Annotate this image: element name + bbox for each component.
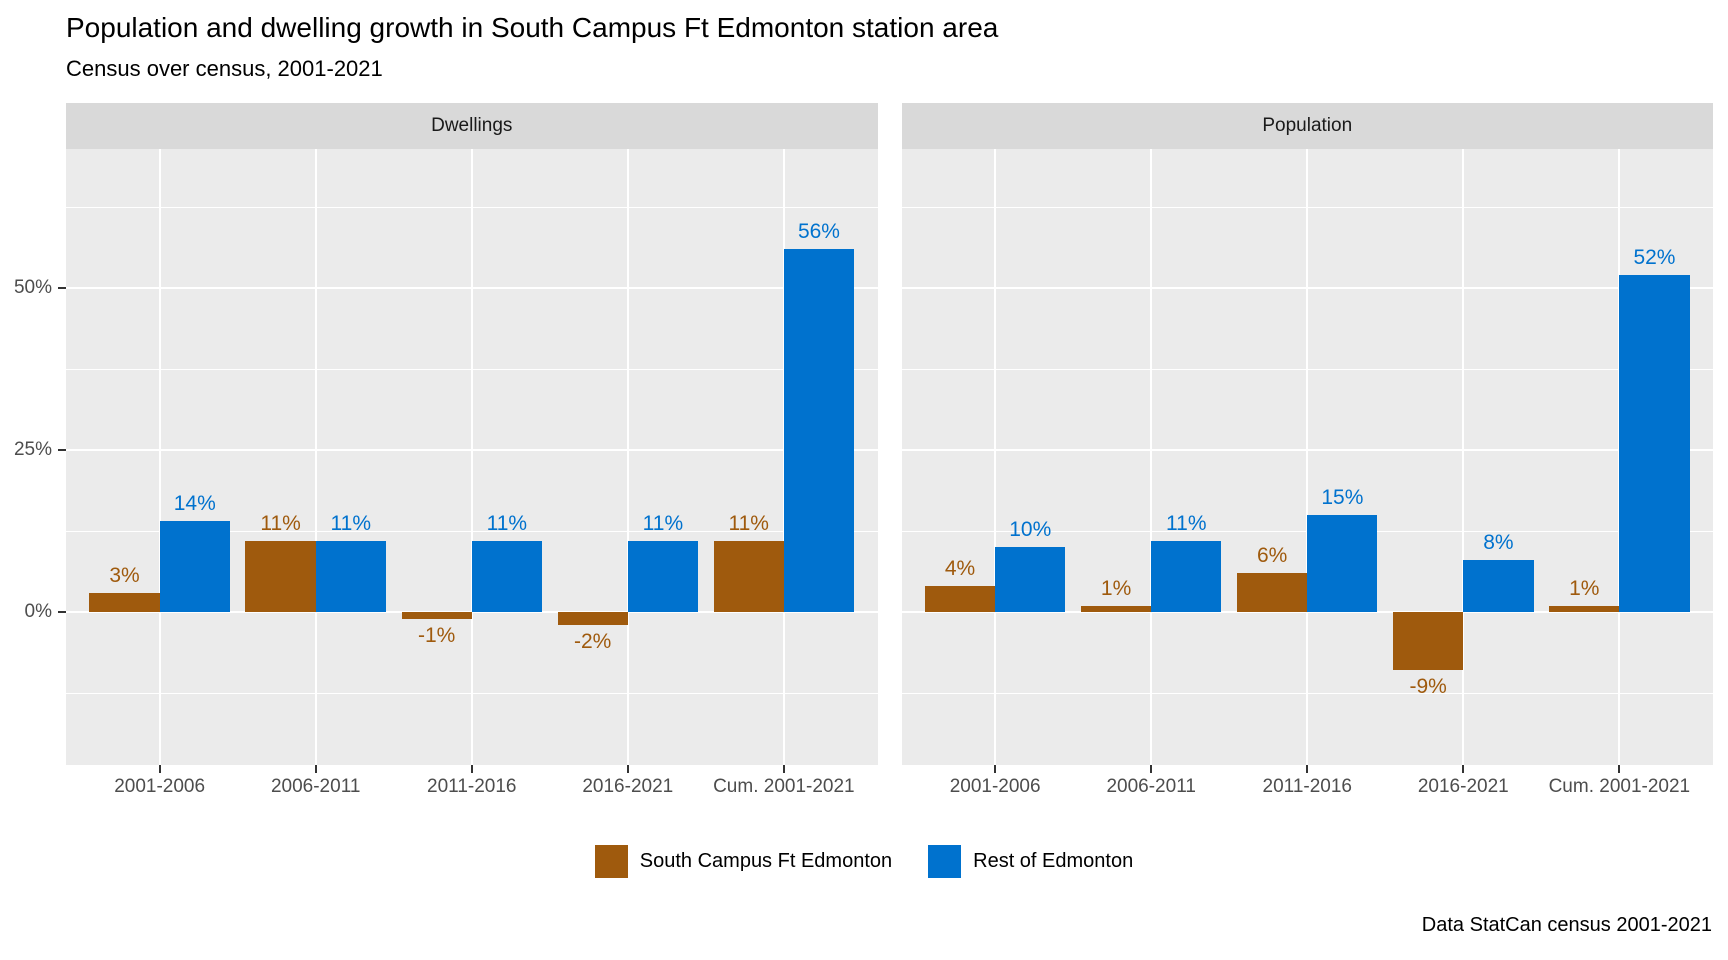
bar <box>89 592 160 613</box>
bar-value-label: 11% <box>330 511 372 535</box>
x-axis-tick-label: 2011-2016 <box>1262 776 1352 797</box>
x-axis-tick-mark <box>1306 765 1309 773</box>
legend: South Campus Ft Edmonton Rest of Edmonto… <box>0 845 1728 878</box>
facet-strip-label: Population <box>901 103 1713 149</box>
legend-label-rest-of-edmonton: Rest of Edmonton <box>973 850 1134 872</box>
x-axis-tick-label: 2001-2006 <box>949 776 1041 797</box>
gridline-vertical <box>626 149 629 765</box>
x-axis-tick-label: 2016-2021 <box>1417 776 1509 797</box>
legend-item-south-campus: South Campus Ft Edmonton <box>594 845 893 878</box>
bar <box>783 249 855 613</box>
gridline-vertical <box>1306 149 1309 765</box>
bar <box>1080 605 1152 613</box>
bar <box>557 612 628 626</box>
x-axis-tick-label: 2001-2006 <box>114 776 206 797</box>
chart-title: Population and dwelling growth in South … <box>66 12 999 43</box>
x-axis-tick-mark <box>626 765 629 773</box>
bar-value-label: 6% <box>1256 544 1288 568</box>
gridline-vertical <box>994 149 997 765</box>
bar-value-label: 8% <box>1483 531 1514 555</box>
x-axis-tick-mark <box>1150 765 1153 773</box>
facet-strip-label: Dwellings <box>66 103 878 149</box>
gridline-vertical <box>158 149 161 765</box>
bar <box>995 547 1066 613</box>
x-axis: 2001-2006 2006-2011 2011-2016 2016-2021 Cum.… <box>902 765 1714 809</box>
y-axis-tick-mark <box>58 449 66 452</box>
bar-value-label: 1% <box>1100 576 1132 600</box>
x-axis-tick-label: 2016-2021 <box>582 776 674 797</box>
bar-value-label: 15% <box>1321 485 1364 509</box>
bar <box>315 540 386 613</box>
bar-value-label: -9% <box>1409 675 1447 699</box>
chart-caption: Data StatCan census 2001-2021 <box>1421 914 1712 936</box>
x-axis-tick-mark <box>158 765 161 773</box>
bar-value-label: -1% <box>417 623 456 647</box>
bar-value-label: -2% <box>574 630 612 654</box>
y-axis: 0% 25% 50% <box>0 149 66 765</box>
legend-swatch-rest-of-edmonton-icon <box>928 845 962 878</box>
y-axis-tick-mark <box>58 611 66 614</box>
x-axis-tick-label: Cum. 2001-2021 <box>713 776 855 797</box>
chart-subtitle: Census over census, 2001-2021 <box>66 56 383 81</box>
bar-value-label: 3% <box>109 563 140 587</box>
bar-value-label: 10% <box>1009 518 1052 542</box>
y-axis-tick-label: 0% <box>24 601 52 623</box>
bar-value-label: 52% <box>1633 246 1676 270</box>
bar-value-label: 56% <box>797 220 840 244</box>
x-axis-tick-mark <box>1462 765 1465 773</box>
bar-value-label: 1% <box>1569 576 1600 600</box>
bar-value-label: 11% <box>1166 511 1207 535</box>
gridline-vertical <box>1150 149 1153 765</box>
bar <box>1619 275 1690 613</box>
facet-population: Population 4% 1% 6% -9% 1% 10% 11% 15% 8% 52% 2001-… <box>901 103 1714 809</box>
y-axis-tick-label: 25% <box>13 439 52 461</box>
bar <box>1151 540 1222 613</box>
y-axis-tick-mark <box>58 287 66 290</box>
x-axis-tick-mark <box>1618 765 1621 773</box>
bar <box>1307 514 1378 613</box>
bar <box>1237 573 1308 613</box>
bar <box>401 612 472 619</box>
bar <box>924 586 996 613</box>
x-axis-tick-label: 2006-2011 <box>1106 776 1196 797</box>
x-axis-tick-mark <box>470 765 473 773</box>
gridline-vertical <box>1462 149 1465 765</box>
facet-panel: 3% 11% -1% -2% 11% 14% 11% 11% 11% 56% <box>66 149 878 765</box>
legend-label-south-campus: South Campus Ft Edmonton <box>639 850 893 872</box>
x-axis-tick-mark <box>314 765 317 773</box>
x-axis-tick-label: 2006-2011 <box>270 776 361 797</box>
bar <box>471 540 542 613</box>
bar <box>627 540 699 613</box>
y-axis-tick-label: 50% <box>13 277 52 299</box>
x-axis-tick-label: 2011-2016 <box>427 776 517 797</box>
legend-item-rest-of-edmonton: Rest of Edmonton <box>928 845 1133 878</box>
bar-value-label: 11% <box>642 511 684 535</box>
bar <box>1463 560 1534 613</box>
bar-value-label: 11% <box>260 511 301 535</box>
bar <box>1549 605 1620 613</box>
x-axis: 2001-2006 2006-2011 2011-2016 2016-2021 Cum.… <box>66 765 878 809</box>
facet-dwellings: Dwellings 3% 11% -1% -2% 11% 14% 11% 11% 11% 56% 20… <box>66 103 878 809</box>
facet-panel: 4% 1% 6% -9% 1% 10% 11% 15% 8% 52% <box>901 149 1713 765</box>
gridline-vertical <box>470 149 473 765</box>
bar <box>245 540 316 613</box>
bar-value-label: 4% <box>944 557 976 581</box>
x-axis-tick-mark <box>782 765 785 773</box>
bar <box>713 540 784 613</box>
bar <box>1393 612 1464 671</box>
bar <box>159 521 230 613</box>
bar-value-label: 14% <box>173 492 216 516</box>
gridline-vertical <box>314 149 317 765</box>
bar-value-label: 11% <box>486 511 528 535</box>
x-axis-tick-mark <box>994 765 997 773</box>
facet-container: Dwellings 3% 11% -1% -2% 11% 14% 11% 11% 11% 56% 20… <box>66 103 1713 809</box>
x-axis-tick-label: Cum. 2001-2021 <box>1548 776 1691 797</box>
legend-swatch-south-campus-icon <box>594 845 628 878</box>
bar-value-label: 11% <box>728 511 769 535</box>
